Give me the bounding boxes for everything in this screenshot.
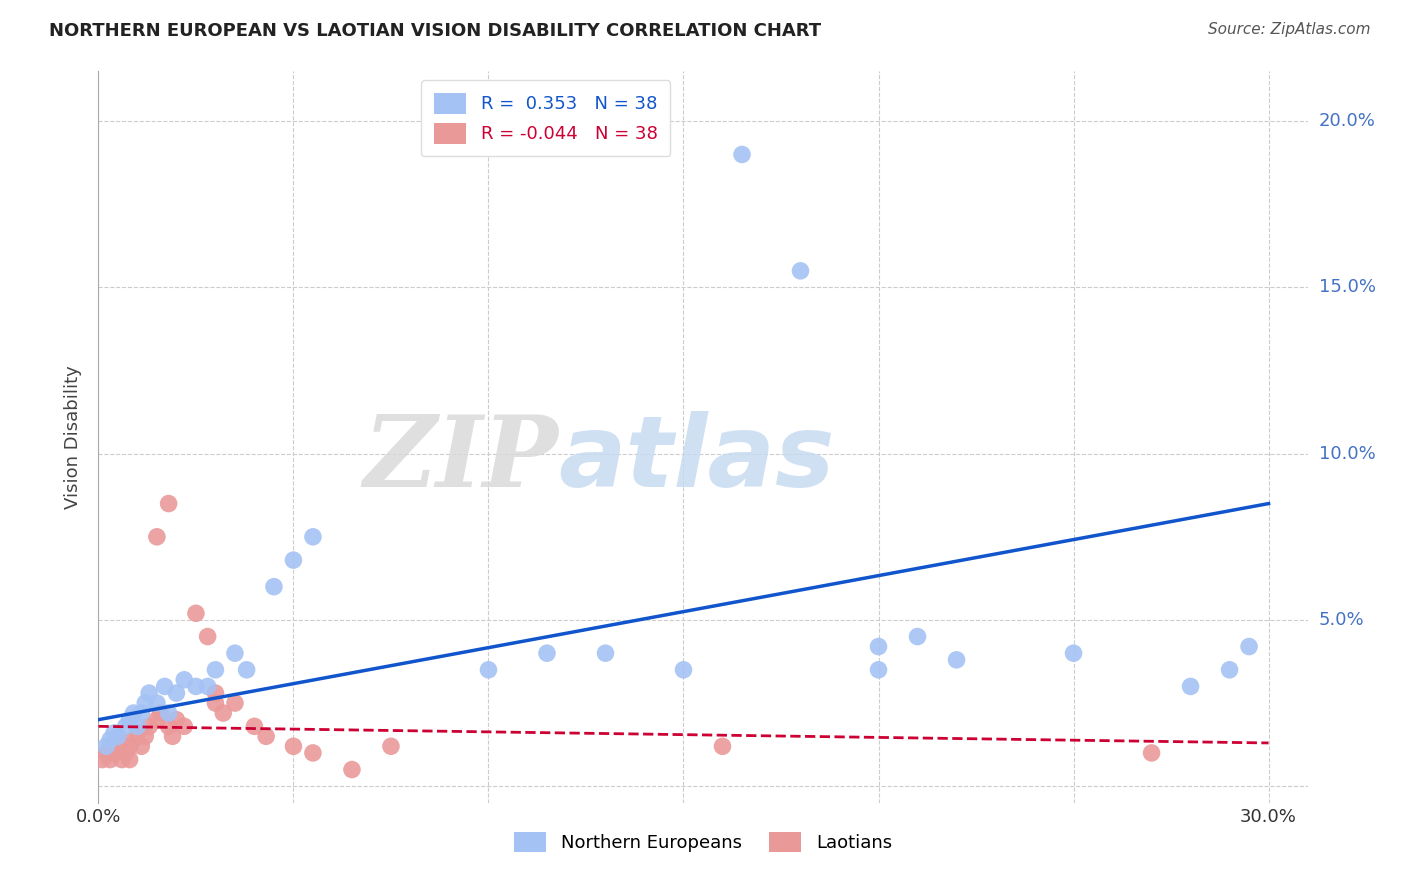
Point	[197, 680, 219, 694]
Point	[536, 646, 558, 660]
Point	[96, 739, 118, 754]
Point	[945, 653, 967, 667]
Point	[127, 726, 149, 740]
Point	[595, 646, 617, 660]
Text: 15.0%: 15.0%	[1319, 278, 1375, 296]
Point	[157, 706, 180, 720]
Point	[907, 630, 929, 644]
Text: 10.0%: 10.0%	[1319, 445, 1375, 463]
Point	[711, 739, 734, 754]
Point	[131, 706, 153, 720]
Point	[197, 630, 219, 644]
Point	[118, 739, 141, 754]
Point	[204, 686, 226, 700]
Point	[1140, 746, 1163, 760]
Point	[212, 706, 235, 720]
Point	[243, 719, 266, 733]
Point	[672, 663, 695, 677]
Point	[224, 646, 246, 660]
Point	[111, 753, 134, 767]
Point	[789, 264, 811, 278]
Point	[157, 719, 180, 733]
Point	[184, 607, 207, 621]
Point	[283, 553, 305, 567]
Point	[107, 729, 129, 743]
Point	[118, 713, 141, 727]
Point	[731, 147, 754, 161]
Point	[173, 673, 195, 687]
Point	[165, 713, 187, 727]
Point	[103, 746, 125, 760]
Point	[98, 732, 121, 747]
Point	[302, 530, 325, 544]
Point	[138, 686, 160, 700]
Point	[868, 663, 890, 677]
Point	[1219, 663, 1241, 677]
Point	[122, 706, 145, 720]
Point	[91, 753, 114, 767]
Point	[235, 663, 257, 677]
Text: 20.0%: 20.0%	[1319, 112, 1375, 130]
Point	[263, 580, 285, 594]
Point	[146, 696, 169, 710]
Point	[224, 696, 246, 710]
Point	[114, 746, 136, 760]
Point	[157, 497, 180, 511]
Point	[153, 680, 176, 694]
Legend: Northern Europeans, Laotians: Northern Europeans, Laotians	[506, 824, 900, 860]
Point	[134, 729, 156, 743]
Point	[1180, 680, 1202, 694]
Point	[103, 726, 125, 740]
Point	[146, 713, 169, 727]
Point	[184, 680, 207, 694]
Point	[204, 696, 226, 710]
Point	[146, 530, 169, 544]
Point	[165, 686, 187, 700]
Text: atlas: atlas	[558, 410, 834, 508]
Point	[98, 753, 121, 767]
Point	[173, 719, 195, 733]
Point	[114, 719, 136, 733]
Y-axis label: Vision Disability: Vision Disability	[65, 365, 83, 509]
Point	[131, 739, 153, 754]
Point	[98, 739, 121, 754]
Point	[340, 763, 363, 777]
Point	[204, 663, 226, 677]
Point	[96, 746, 118, 760]
Point	[118, 753, 141, 767]
Point	[134, 696, 156, 710]
Point	[302, 746, 325, 760]
Point	[127, 719, 149, 733]
Text: ZIP: ZIP	[363, 411, 558, 508]
Point	[122, 732, 145, 747]
Point	[138, 719, 160, 733]
Text: NORTHERN EUROPEAN VS LAOTIAN VISION DISABILITY CORRELATION CHART: NORTHERN EUROPEAN VS LAOTIAN VISION DISA…	[49, 22, 821, 40]
Text: 5.0%: 5.0%	[1319, 611, 1364, 629]
Point	[380, 739, 402, 754]
Point	[1063, 646, 1085, 660]
Point	[1237, 640, 1260, 654]
Point	[149, 706, 172, 720]
Point	[107, 739, 129, 754]
Text: Source: ZipAtlas.com: Source: ZipAtlas.com	[1208, 22, 1371, 37]
Point	[254, 729, 277, 743]
Point	[162, 729, 184, 743]
Point	[477, 663, 499, 677]
Point	[107, 729, 129, 743]
Point	[868, 640, 890, 654]
Point	[283, 739, 305, 754]
